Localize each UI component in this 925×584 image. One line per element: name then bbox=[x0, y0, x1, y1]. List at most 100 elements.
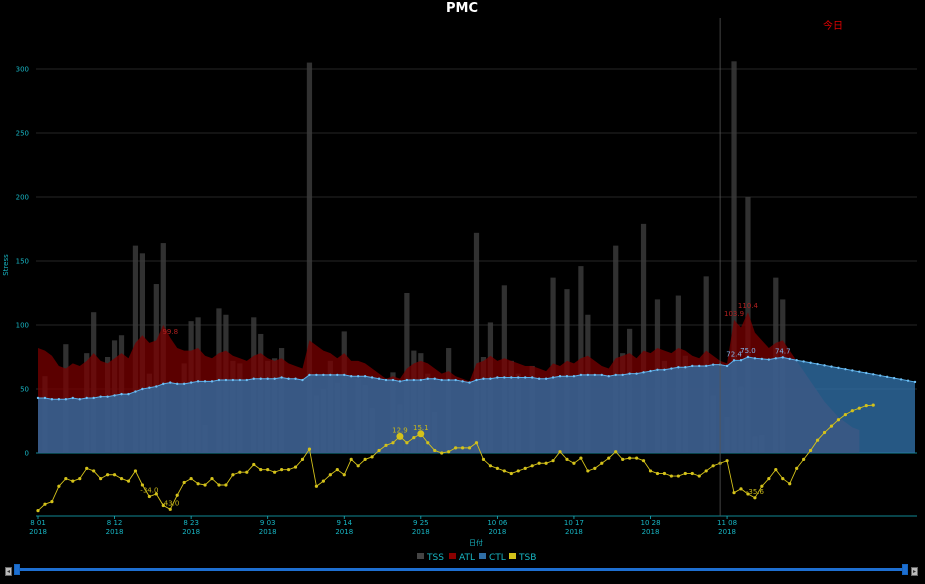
ctl-point bbox=[148, 386, 151, 389]
tsb-point bbox=[725, 459, 729, 463]
tsb-point bbox=[516, 469, 520, 473]
tsb-point bbox=[168, 507, 172, 511]
ctl-point bbox=[454, 378, 457, 382]
ctl-point bbox=[544, 377, 548, 380]
x-tick-year: 2018 bbox=[335, 528, 353, 536]
legend-ctl-swatch bbox=[479, 553, 486, 559]
ctl-point bbox=[760, 357, 764, 361]
legend-tsb[interactable]: TSB bbox=[518, 553, 536, 563]
legend-tss[interactable]: TSS bbox=[426, 553, 444, 563]
ctl-point bbox=[913, 380, 917, 384]
tsb-point bbox=[460, 446, 465, 450]
ctl-point bbox=[99, 395, 102, 398]
ctl-point bbox=[795, 359, 798, 362]
tss-bar bbox=[473, 232, 480, 453]
tsb-point bbox=[238, 470, 242, 474]
tsb-data-label: -34.0 bbox=[140, 487, 158, 495]
ctl-point bbox=[64, 398, 68, 401]
ctl-point bbox=[259, 377, 262, 380]
slider-right-handle[interactable] bbox=[902, 564, 908, 575]
ctl-point bbox=[878, 374, 882, 377]
ctl-point bbox=[162, 382, 165, 386]
tsb-point bbox=[579, 456, 583, 460]
tsb-point bbox=[126, 479, 131, 483]
tsb-point bbox=[363, 457, 367, 461]
tsb-point bbox=[57, 484, 61, 488]
ctl-point bbox=[649, 369, 652, 373]
ctl-point bbox=[788, 357, 791, 361]
tsb-point bbox=[252, 462, 256, 467]
ctl-point bbox=[892, 376, 896, 380]
slider-right-button[interactable]: ▸ bbox=[911, 567, 918, 576]
tsb-data-label: 15.1 bbox=[413, 424, 429, 432]
legend-tsb-swatch bbox=[509, 553, 516, 559]
ctl-point bbox=[579, 373, 583, 377]
ctl-point bbox=[461, 380, 464, 383]
x-tick-label: 8 23 bbox=[183, 519, 199, 527]
tsb-point bbox=[753, 496, 757, 500]
ctl-point bbox=[308, 373, 311, 377]
tsb-point bbox=[488, 464, 493, 468]
tsb-point bbox=[614, 450, 618, 454]
tsb-point bbox=[697, 474, 701, 478]
legend-atl[interactable]: ATL bbox=[459, 553, 475, 563]
x-tick-year: 2018 bbox=[412, 528, 430, 536]
tsb-point bbox=[106, 473, 110, 477]
tsb-point bbox=[829, 424, 834, 428]
legend[interactable]: TSS ATL CTL TSB bbox=[417, 553, 536, 563]
y-tick-label: 150 bbox=[16, 258, 29, 266]
ctl-point bbox=[398, 380, 402, 383]
ctl-point bbox=[872, 373, 875, 376]
ctl-point bbox=[127, 392, 130, 396]
ctl-point bbox=[739, 359, 743, 362]
x-tick-year: 2018 bbox=[182, 528, 200, 536]
tsb-point bbox=[203, 483, 207, 487]
ctl-point bbox=[572, 375, 576, 378]
ctl-point bbox=[558, 375, 562, 378]
ctl-point bbox=[885, 375, 889, 379]
tsb-point bbox=[607, 456, 611, 460]
x-tick-label: 9 25 bbox=[413, 519, 429, 527]
tsb-point bbox=[760, 484, 764, 488]
ctl-point bbox=[315, 373, 318, 377]
tsb-point bbox=[454, 446, 458, 450]
range-slider-track[interactable] bbox=[14, 568, 908, 571]
tss-bar bbox=[731, 61, 737, 453]
tsb-point bbox=[64, 477, 68, 481]
ctl-point bbox=[524, 376, 527, 379]
legend-tss-swatch bbox=[417, 553, 424, 559]
ctl-point bbox=[565, 375, 569, 378]
ctl-point bbox=[858, 370, 861, 373]
tsb-point bbox=[175, 493, 179, 497]
tsb-point bbox=[600, 461, 604, 465]
x-tick-year: 2018 bbox=[642, 528, 660, 536]
tss-bar bbox=[306, 62, 313, 453]
y-tick-label: 250 bbox=[16, 130, 29, 138]
tsb-point bbox=[245, 470, 249, 474]
ctl-point bbox=[280, 376, 283, 379]
ctl-point bbox=[238, 378, 242, 382]
ctl-point bbox=[210, 380, 214, 383]
tsb-point bbox=[266, 468, 270, 472]
tsb-point bbox=[286, 468, 291, 472]
x-tick-year: 2018 bbox=[565, 528, 583, 536]
slider-left-handle[interactable] bbox=[14, 564, 20, 575]
tsb-point bbox=[558, 450, 562, 454]
tsb-point bbox=[440, 451, 444, 455]
tsb-point bbox=[641, 459, 646, 463]
tsb-point bbox=[321, 479, 325, 483]
ctl-point bbox=[823, 364, 826, 367]
tsb-point bbox=[502, 469, 506, 473]
tsb-point bbox=[843, 413, 847, 417]
slider-left-button[interactable]: ◂ bbox=[5, 567, 12, 576]
tsb-point bbox=[293, 465, 298, 469]
y-tick-label: 50 bbox=[20, 386, 29, 394]
ctl-point bbox=[252, 377, 255, 380]
legend-ctl[interactable]: CTL bbox=[489, 553, 506, 563]
y-tick-label: 100 bbox=[16, 322, 29, 330]
tsb-point bbox=[711, 464, 715, 468]
today-label: 今日 bbox=[823, 19, 843, 32]
tsb-point bbox=[273, 470, 277, 474]
x-tick-year: 2018 bbox=[106, 528, 124, 536]
